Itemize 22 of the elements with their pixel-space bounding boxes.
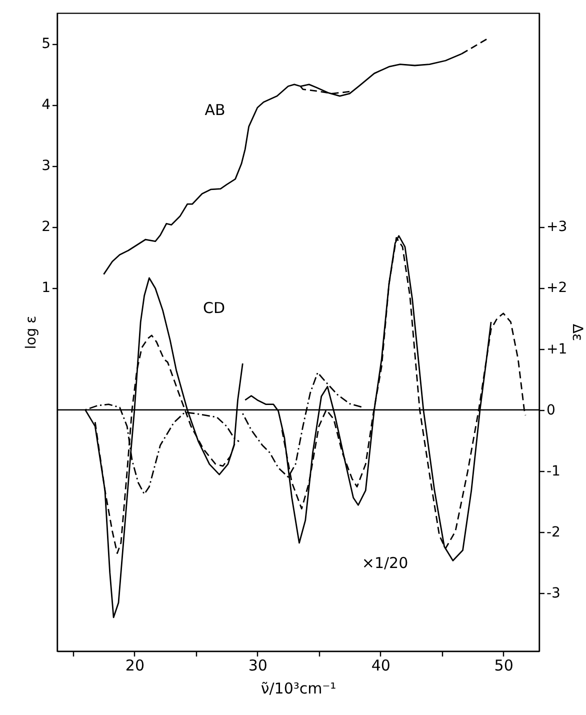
y2-axis-title: Δε [569, 324, 586, 342]
annotation: AB [204, 101, 226, 119]
annotation: ×1/20 [362, 554, 408, 572]
y-tick-label: 3 [42, 158, 50, 174]
x-tick-label: 20 [125, 656, 145, 674]
y2-tick-label: 0 [546, 402, 556, 418]
y-tick-label: 4 [42, 97, 51, 114]
y2-tick-label: +1 [546, 341, 568, 358]
y-axis-title: log ε [24, 316, 40, 350]
y-tick-label: 5 [42, 36, 50, 52]
x-axis-title: ν̃/10³cm⁻¹ [260, 680, 336, 698]
y-tick-label: 1 [42, 280, 50, 296]
y-tick-label: 2 [42, 219, 50, 236]
y2-tick-label: -2 [546, 524, 560, 540]
y2-tick-label: -1 [546, 463, 560, 480]
x-tick-label: 30 [248, 656, 268, 674]
y2-tick-label: +2 [546, 280, 568, 296]
x-tick-label: 50 [494, 656, 514, 674]
y2-tick-label: +3 [546, 219, 568, 236]
annotation: CD [202, 299, 226, 317]
x-tick-label: 40 [371, 656, 390, 674]
y2-tick-label: -3 [546, 586, 560, 602]
